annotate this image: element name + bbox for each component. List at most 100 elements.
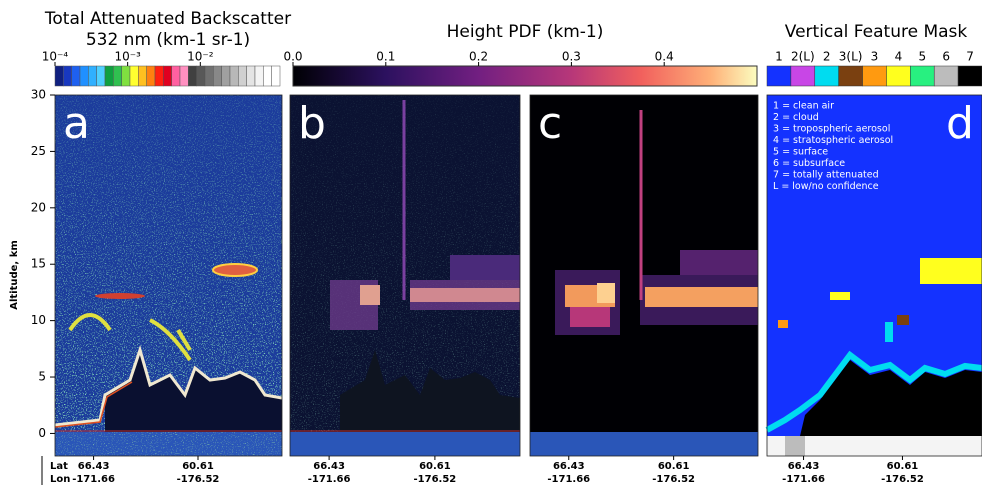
x-tick-label: 66.43 <box>788 461 820 472</box>
legend-entry: 6 = subsurface <box>773 158 845 169</box>
panel-image <box>530 95 758 456</box>
tick-label: 0.2 <box>469 50 488 64</box>
tick-label: 10⁻² <box>187 50 214 64</box>
panel-image <box>765 95 982 456</box>
category-swatch <box>862 65 887 87</box>
x-tick-label: -176.52 <box>652 474 695 485</box>
x-tick-label: -176.52 <box>177 474 220 485</box>
colorbar-cell <box>221 65 231 87</box>
category-label: 3(L) <box>839 50 863 64</box>
x-tick-label: -176.52 <box>414 474 457 485</box>
tick-label: 10⁻³ <box>114 50 141 64</box>
category-label: 5 <box>918 50 926 64</box>
x-tick-label: 66.43 <box>78 461 110 472</box>
y-tick-label: 10 <box>31 313 46 327</box>
legend-entry: 7 = totally attenuated <box>773 170 879 181</box>
panel-letter: d <box>946 98 974 149</box>
category-swatch <box>790 65 816 87</box>
tick-label: 10⁻⁴ <box>42 50 69 64</box>
panel-letter: a <box>63 98 90 149</box>
category-swatch <box>886 65 911 87</box>
y-tick-label: 30 <box>31 88 46 102</box>
panel-letter: b <box>298 98 326 149</box>
colorbar-cell <box>238 65 247 87</box>
category-label: 2 <box>823 50 831 64</box>
category-swatch <box>838 65 863 87</box>
tick-label: 0.4 <box>655 50 674 64</box>
legend-entry: 2 = cloud <box>773 112 819 123</box>
x-tick-label: 66.43 <box>313 461 345 472</box>
y-tick-label: 0 <box>38 426 46 440</box>
colorbar-cell <box>263 65 272 87</box>
x-tick-label: -171.66 <box>308 474 351 485</box>
panel-frame <box>529 94 759 457</box>
category-label: 3 <box>871 50 879 64</box>
y-axis-label: Altitude, km <box>9 240 20 310</box>
x-tick-label: 60.61 <box>182 461 214 472</box>
x-tick-label: 60.61 <box>887 461 919 472</box>
colorbar-cell <box>96 65 106 87</box>
colorbar-title: Height PDF (km-1) <box>447 22 604 42</box>
category-label: 7 <box>966 50 974 64</box>
tick-label: 0.1 <box>376 50 395 64</box>
colorbar-cell <box>71 65 81 87</box>
panel-letter: c <box>538 98 562 149</box>
colorbar-cell <box>246 65 256 87</box>
x-tick-label: -171.66 <box>72 474 115 485</box>
category-swatch <box>957 65 982 87</box>
colorbar-cell <box>271 65 281 87</box>
colorbar-cell <box>196 65 206 87</box>
x-row-label: Lon <box>50 474 70 485</box>
colorbar-cell <box>104 65 114 87</box>
colorbar-cell <box>171 65 181 87</box>
colorbar-cell <box>213 65 222 87</box>
category-label: 4 <box>895 50 903 64</box>
legend-entry: 4 = stratospheric aerosol <box>773 135 893 146</box>
pdf-colorbar <box>292 65 758 87</box>
colorbar-cell <box>229 65 239 87</box>
x-tick-label: 60.61 <box>658 461 690 472</box>
colorbar-cell <box>54 65 64 87</box>
panel-frame <box>289 94 521 457</box>
colorbar-title: Total Attenuated Backscatter <box>44 9 291 29</box>
colorbar-cell <box>154 65 164 87</box>
y-tick-label: 25 <box>31 144 46 158</box>
legend-entry: L = low/no confidence <box>773 181 879 192</box>
legend-entry: 5 = surface <box>773 147 828 158</box>
colorbar-cell <box>179 65 189 87</box>
y-tick-label: 20 <box>31 200 46 214</box>
category-swatch <box>766 65 792 87</box>
x-tick-label: 66.43 <box>553 461 585 472</box>
panel-image <box>290 95 520 456</box>
colorbar-title: 532 nm (km-1 sr-1) <box>86 30 250 50</box>
colorbar-cell <box>121 65 131 87</box>
category-swatch <box>814 65 839 87</box>
colorbar-cell <box>188 65 197 87</box>
colorbar-cell <box>163 65 172 87</box>
y-tick-label: 5 <box>38 370 46 384</box>
x-tick-label: 60.61 <box>419 461 451 472</box>
tick-label: 0.3 <box>562 50 581 64</box>
category-label: 1 <box>775 50 783 64</box>
panel-image <box>55 95 282 456</box>
colorbar-cell <box>113 65 122 87</box>
colorbar-title: Vertical Feature Mask <box>785 22 968 42</box>
colorbar-cell <box>204 65 214 87</box>
colorbar-cell <box>88 65 97 87</box>
colorbar-cell <box>146 65 156 87</box>
panel-frame <box>766 94 982 457</box>
tick-label: 0.0 <box>283 50 302 64</box>
colorbar-cell <box>63 65 72 87</box>
category-swatch <box>933 65 959 87</box>
category-label: 2(L) <box>791 50 815 64</box>
colorbar-cell <box>79 65 89 87</box>
backscatter-colorbar <box>54 65 281 87</box>
legend-entry: 1 = clean air <box>773 101 834 112</box>
panel-frame <box>54 94 283 457</box>
colorbar-cell <box>254 65 264 87</box>
legend-entry: 3 = tropospheric aerosol <box>773 124 890 135</box>
category-label: 6 <box>942 50 950 64</box>
colorbar-cell <box>138 65 147 87</box>
